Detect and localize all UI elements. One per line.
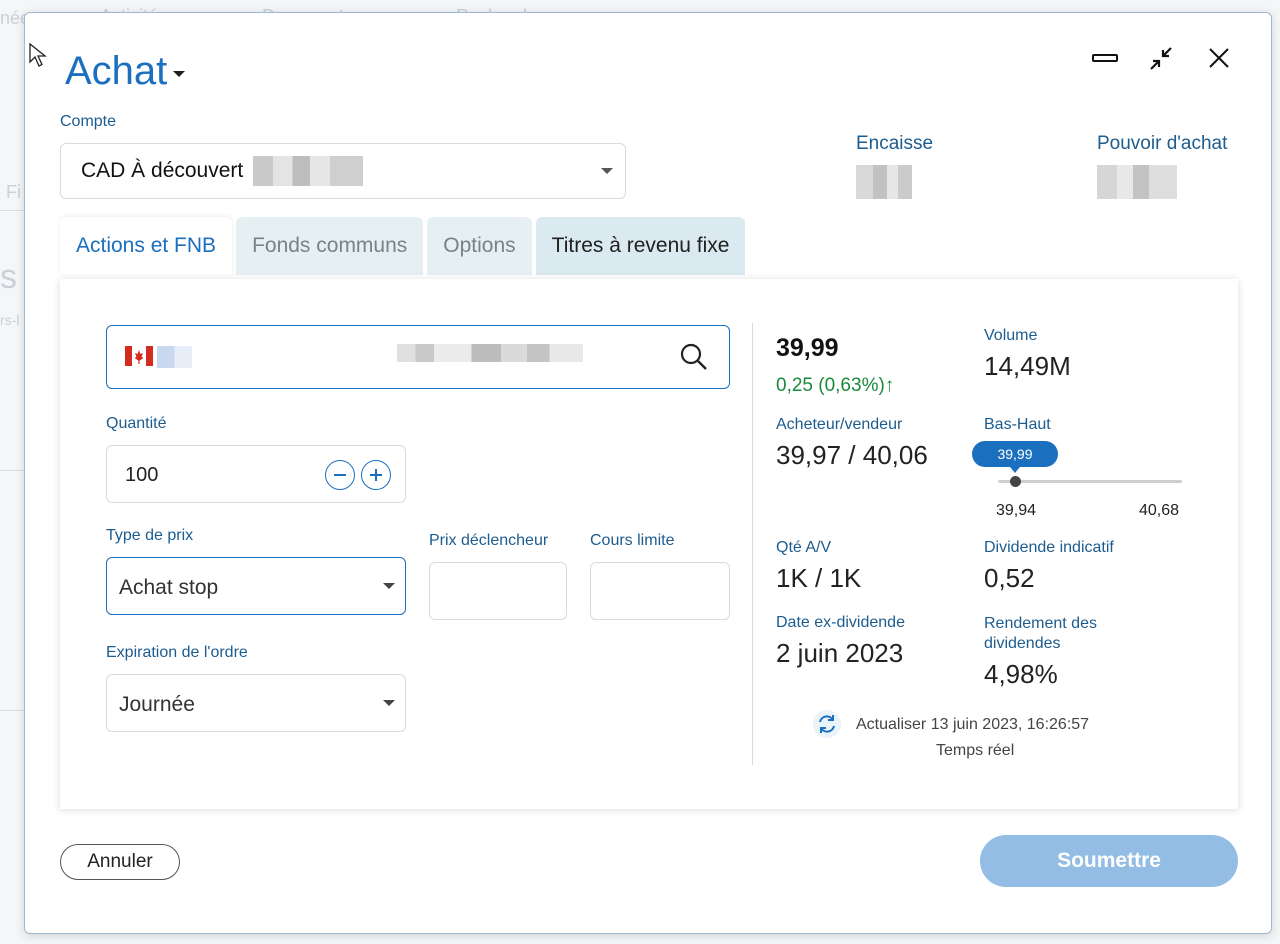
yield-label: Rendement des dividendes xyxy=(984,615,1097,652)
refresh-timestamp: Actualiser 13 juin 2023, 16:26:57 xyxy=(856,716,1090,733)
ex-dividend-label: Date ex-dividende xyxy=(776,614,905,631)
asset-tabs: Actions et FNB Fonds communs Options Tit… xyxy=(60,217,746,275)
volume-label: Volume xyxy=(984,327,1038,344)
tab-fixed-income[interactable]: Titres à revenu fixe xyxy=(535,217,746,275)
range-current-badge: 39,99 xyxy=(972,441,1058,473)
size-label: Qté A/V xyxy=(776,539,832,556)
background-text: rs-l xyxy=(0,312,20,328)
quantity-value: 100 xyxy=(125,464,159,486)
limit-price-input[interactable] xyxy=(590,562,730,620)
background-text: née xyxy=(0,8,31,28)
minimize-button[interactable] xyxy=(1089,43,1121,73)
tab-stocks-etf[interactable]: Actions et FNB xyxy=(60,217,233,275)
buying-power: Pouvoir d'achat xyxy=(1097,133,1227,199)
cash-value-redacted xyxy=(856,165,912,199)
chevron-down-icon xyxy=(601,168,613,174)
dividend-value: 0,52 xyxy=(984,563,1035,593)
dividend-label: Dividende indicatif xyxy=(984,539,1114,556)
price-type-select[interactable]: Achat stop xyxy=(106,557,406,615)
refresh-icon[interactable] xyxy=(812,709,842,739)
panel-divider xyxy=(752,323,753,765)
price-type-value: Achat stop xyxy=(119,576,219,599)
tab-mutual-funds[interactable]: Fonds communs xyxy=(236,217,424,275)
background-divider xyxy=(0,710,30,711)
background-divider xyxy=(0,470,30,471)
collapse-icon xyxy=(1150,47,1172,70)
background-divider xyxy=(0,210,30,211)
quantity-decrement-button[interactable] xyxy=(325,460,355,490)
background-text: s xyxy=(0,258,17,296)
price-type-label: Type de prix xyxy=(106,527,194,544)
submit-button[interactable]: Soumettre xyxy=(980,835,1238,887)
close-icon xyxy=(1209,48,1229,68)
quantity-field[interactable]: 100 xyxy=(106,445,406,503)
expiry-select[interactable]: Journée xyxy=(106,674,406,732)
mouse-cursor-icon xyxy=(29,42,47,67)
chevron-down-icon xyxy=(383,583,395,589)
account-number-redacted xyxy=(253,156,364,186)
range-low: 39,94 xyxy=(996,502,1037,519)
buy-order-dialog: Achat Compte CAD À découvert Encaisse Po… xyxy=(24,12,1272,934)
plus-icon xyxy=(370,469,382,481)
canada-flag-icon xyxy=(125,346,153,366)
minimize-icon xyxy=(1092,54,1118,62)
bid-ask-value: 39,97 / 40,06 xyxy=(776,440,928,470)
security-name-redacted xyxy=(397,344,583,362)
yield-value: 4,98% xyxy=(984,659,1058,689)
trigger-price-label: Prix déclencheur xyxy=(429,532,549,549)
range-high: 40,68 xyxy=(1139,502,1180,519)
cancel-button[interactable]: Annuler xyxy=(60,844,180,880)
caret-down-icon xyxy=(173,70,186,77)
chevron-down-icon xyxy=(383,700,395,706)
size-value: 1K / 1K xyxy=(776,563,862,593)
realtime-label: Temps réel xyxy=(936,742,1015,759)
last-price: 39,99 xyxy=(776,334,839,362)
limit-price-label: Cours limite xyxy=(590,532,675,549)
order-panel: Quantité 100 Type de prix Achat stop Pri… xyxy=(60,279,1238,809)
buying-power-redacted xyxy=(1097,165,1177,199)
dialog-title: Achat xyxy=(65,49,168,93)
volume-value: 14,49M xyxy=(984,351,1071,381)
symbol-search-input[interactable] xyxy=(106,325,730,389)
quantity-increment-button[interactable] xyxy=(361,460,391,490)
search-icon[interactable] xyxy=(679,342,709,372)
range-track xyxy=(998,480,1182,483)
expiry-value: Journée xyxy=(119,693,195,716)
cash-balance: Encaisse xyxy=(856,133,933,199)
cash-label: Encaisse xyxy=(856,133,934,154)
order-side-dropdown[interactable]: Achat xyxy=(65,49,186,94)
symbol-redacted xyxy=(157,346,192,368)
price-change: 0,25 (0,63%)↑ xyxy=(776,375,895,396)
range-label: Bas-Haut xyxy=(984,416,1051,433)
buying-power-label: Pouvoir d'achat xyxy=(1097,133,1228,154)
quantity-label: Quantité xyxy=(106,415,167,432)
ex-dividend-value: 2 juin 2023 xyxy=(776,638,904,668)
tab-options[interactable]: Options xyxy=(427,217,532,275)
trigger-price-input[interactable] xyxy=(429,562,567,620)
minus-icon xyxy=(334,474,346,476)
background-text: Fi xyxy=(6,182,21,202)
account-label: Compte xyxy=(60,113,117,130)
account-value: CAD À découvert xyxy=(81,159,244,182)
expiry-label: Expiration de l'ordre xyxy=(106,644,248,661)
range-marker xyxy=(1010,476,1021,487)
collapse-button[interactable] xyxy=(1145,43,1177,73)
account-select[interactable]: CAD À découvert xyxy=(60,143,626,199)
bid-ask-label: Acheteur/vendeur xyxy=(776,416,903,433)
close-button[interactable] xyxy=(1203,43,1235,73)
